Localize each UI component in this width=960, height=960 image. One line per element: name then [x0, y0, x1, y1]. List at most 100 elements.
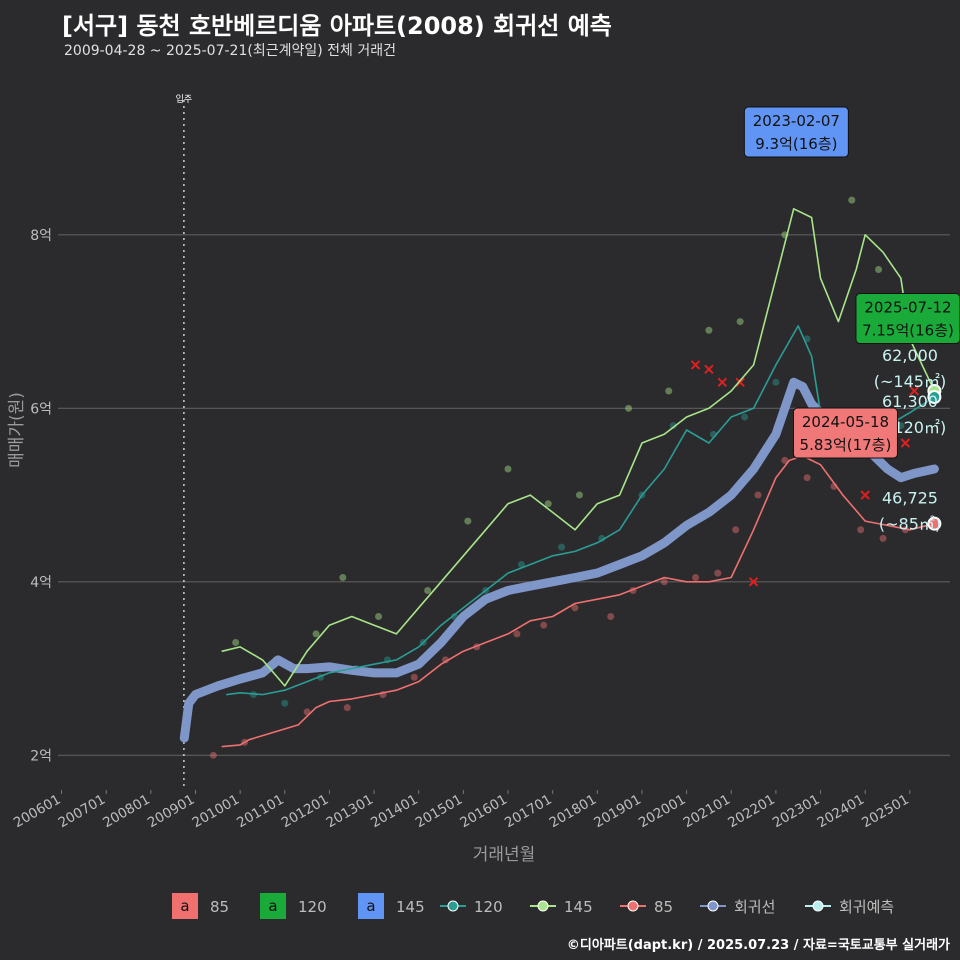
annotation-price-120: 7.15억(16층)	[862, 322, 954, 340]
trade-point-120	[772, 378, 780, 386]
trade-point-120	[558, 543, 566, 551]
trade-point-145	[339, 573, 347, 581]
annotation-date-120: 2025-07-12	[864, 299, 951, 317]
x-tick-label: 201701	[502, 792, 555, 832]
prediction-value-120: 61,300	[882, 392, 938, 411]
trade-point-145	[312, 630, 320, 638]
cancelled-trade-marker	[735, 377, 745, 387]
series-line-85	[221, 455, 936, 748]
legend-label-120: 120	[474, 898, 503, 916]
legend-label-회귀예측: 회귀예측	[839, 898, 894, 916]
legend-label-회귀선: 회귀선	[734, 898, 775, 916]
x-tick-label: 201901	[591, 792, 644, 832]
x-tick-label: 202501	[859, 792, 912, 832]
x-tick-label: 200701	[56, 792, 109, 832]
legend-label-85: 85	[210, 898, 229, 916]
legend-swatch-box-120	[260, 893, 286, 919]
trade-point-85	[714, 569, 722, 577]
y-tick-label: 2억	[30, 748, 52, 764]
chart-subtitle: 2009-04-28 ~ 2025-07-21(최근계약일) 전체 거래건	[64, 43, 396, 59]
prediction-value-85: 46,725	[882, 489, 938, 508]
annotation-box-85	[792, 407, 898, 459]
x-tick-label: 201301	[323, 792, 376, 832]
prediction-area-85: (~85㎡)	[879, 515, 941, 534]
trade-point-145	[232, 639, 240, 647]
trade-point-85	[343, 704, 351, 712]
trade-point-85	[410, 673, 418, 681]
trade-point-145	[665, 387, 673, 395]
trade-point-85	[571, 604, 579, 612]
trade-point-145	[424, 586, 432, 594]
prediction-marker-120	[927, 390, 942, 405]
source-footer: ©디아파트(dapt.kr) / 2025.07.23 / 자료=국토교통부 실…	[566, 938, 950, 953]
trade-point-145	[544, 500, 552, 508]
legend-swatch-key: a	[366, 897, 375, 915]
trade-point-145	[464, 517, 472, 525]
trade-point-85	[754, 491, 762, 499]
y-tick-label: 4억	[30, 575, 52, 591]
trade-point-85	[692, 573, 700, 581]
trade-point-120	[598, 534, 606, 542]
legend-swatch-key: a	[268, 897, 277, 915]
legend-label-145: 145	[396, 898, 425, 916]
legend-label-120: 120	[298, 898, 327, 916]
legend-label-85: 85	[654, 898, 673, 916]
trade-point-85	[540, 621, 548, 629]
prediction-marker-85	[927, 516, 942, 531]
series-line-120	[226, 325, 936, 696]
x-axis-title: 거래년월	[473, 845, 536, 865]
annotation-date-145: 2023-02-07	[753, 112, 840, 130]
cancelled-trade-marker	[860, 490, 870, 500]
trade-point-145	[736, 318, 744, 326]
trade-point-85	[879, 534, 887, 542]
trade-point-85	[660, 578, 668, 586]
trade-point-120	[741, 413, 749, 421]
annotation-date-85: 2024-05-18	[802, 413, 889, 431]
trade-point-85	[857, 526, 865, 534]
y-axis-title: 매매가(원)	[7, 392, 27, 468]
x-tick-label: 201001	[190, 792, 243, 832]
trade-point-85	[732, 526, 740, 534]
annotation-price-85: 5.83억(17층)	[800, 436, 892, 454]
y-tick-label: 8억	[30, 228, 52, 244]
trade-point-120	[897, 422, 905, 430]
chart-title: [서구] 동천 호반베르디움 아파트(2008) 회귀선 예측	[62, 12, 612, 40]
x-tick-label: 201601	[457, 792, 510, 832]
x-tick-label: 202401	[815, 792, 868, 832]
x-tick-label: 200601	[11, 792, 64, 832]
legend-swatch-box-85	[172, 893, 198, 919]
trade-point-85	[209, 751, 217, 759]
legend-swatch-dot-회귀예측	[812, 900, 824, 912]
annotation-box-145	[743, 106, 849, 158]
trade-point-85	[442, 656, 450, 664]
trade-point-145	[625, 404, 633, 412]
legend-swatch-dot-85	[627, 900, 639, 912]
trade-point-120	[281, 699, 289, 707]
trade-point-145	[375, 613, 383, 621]
trade-point-145	[575, 491, 583, 499]
legend-swatch-box-145	[358, 893, 384, 919]
x-tick-label: 202201	[725, 792, 778, 832]
annotation-price-145: 9.3억(16층)	[755, 135, 837, 153]
trade-point-85	[607, 613, 615, 621]
x-tick-label: 201501	[413, 792, 466, 832]
y-tick-label: 6억	[30, 401, 52, 417]
trade-point-145	[848, 196, 856, 204]
trade-point-85	[513, 630, 521, 638]
series-line-145	[221, 208, 936, 687]
x-tick-label: 201101	[234, 792, 287, 832]
cancelled-trade-marker	[690, 360, 701, 370]
x-tick-label: 201401	[368, 792, 421, 832]
cancelled-trade-marker	[900, 438, 911, 448]
trade-point-120	[517, 560, 525, 568]
prediction-area-145: (~145㎡)	[874, 372, 946, 391]
cancelled-trade-marker	[717, 377, 728, 387]
cancelled-trade-marker	[748, 577, 759, 587]
trade-point-145	[705, 326, 713, 334]
trade-point-120	[669, 422, 677, 430]
cancelled-trade-marker	[704, 364, 714, 374]
x-tick-label: 202301	[770, 792, 823, 832]
legend-swatch-dot-회귀선	[707, 900, 719, 912]
x-tick-label: 200901	[145, 792, 198, 832]
